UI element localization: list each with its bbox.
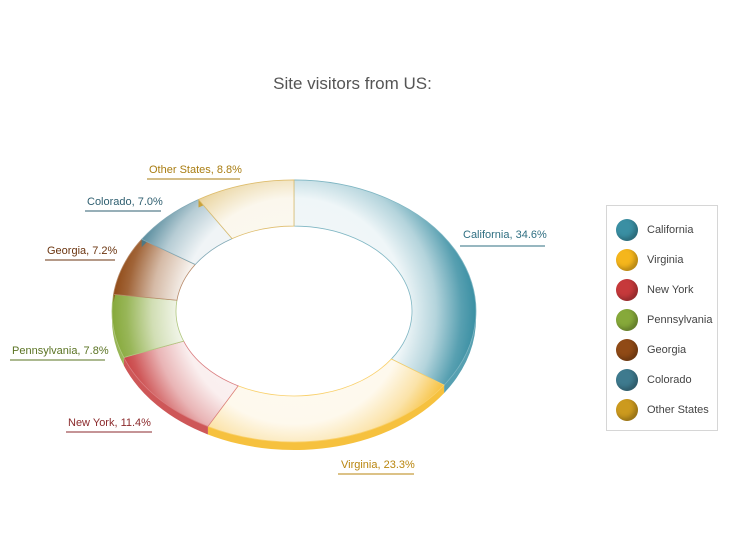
legend-label: Virginia [647,254,684,266]
slice-california[interactable] [293,179,477,386]
slice-other-states[interactable] [197,179,295,240]
legend-swatch [616,219,638,241]
slice-wall-california [294,179,477,394]
legend-label: Other States [647,404,709,416]
data-label-california: California, 34.6% [463,229,547,241]
legend-item-pennsylvania[interactable]: Pennsylvania [607,305,717,335]
data-label-other-states: Other States, 8.8% [149,164,242,176]
legend-label: New York [647,284,694,296]
legend-label: Colorado [647,374,692,386]
chart-legend: California Virginia New York Pennsylvania Ge… [606,205,718,431]
legend-item-virginia[interactable]: Virginia [607,245,717,275]
legend-swatch [616,399,638,421]
legend-item-other-states[interactable]: Other States [607,395,717,425]
legend-item-new-york[interactable]: New York [607,275,717,305]
data-label-colorado: Colorado, 7.0% [87,196,163,208]
data-label-georgia: Georgia, 7.2% [47,245,118,257]
legend-swatch [616,309,638,331]
chart-title: Site visitors from US: [273,74,432,93]
data-label-new-york: New York, 11.4% [68,417,151,429]
legend-swatch [616,339,638,361]
legend-item-colorado[interactable]: Colorado [607,365,717,395]
legend-label: Pennsylvania [647,314,713,326]
slice-virginia[interactable] [207,358,445,443]
legend-item-georgia[interactable]: Georgia [607,335,717,365]
legend-swatch [616,279,638,301]
legend-swatch [616,369,638,391]
legend-label: California [647,224,694,236]
legend-item-california[interactable]: California [607,215,717,245]
slice-wall-new-york [123,357,208,435]
data-label-virginia: Virginia, 23.3% [341,459,415,471]
data-label-pennsylvania: Pennsylvania, 7.8% [12,345,109,357]
legend-swatch [616,249,638,271]
legend-label: Georgia [647,344,687,356]
